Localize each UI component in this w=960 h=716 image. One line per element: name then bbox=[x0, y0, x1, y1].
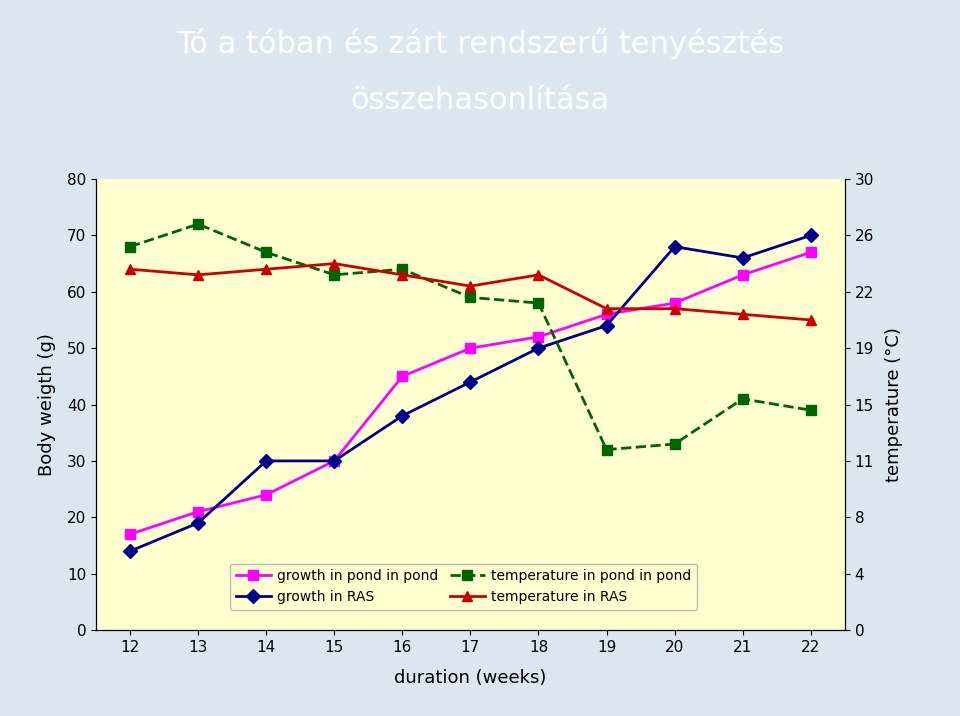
Y-axis label: Body weigth (g): Body weigth (g) bbox=[37, 333, 56, 476]
temperature in RAS bbox=[805, 316, 817, 324]
growth in RAS bbox=[124, 547, 135, 556]
Y-axis label: temperature (°C): temperature (°C) bbox=[885, 327, 903, 482]
growth in pond in pond bbox=[601, 310, 612, 319]
growth in pond in pond bbox=[533, 332, 544, 341]
growth in RAS bbox=[260, 457, 272, 465]
temperature in RAS bbox=[192, 271, 204, 279]
temperature in RAS bbox=[669, 304, 681, 313]
Text: Tó a tóban és zárt rendszerű tenyésztés: Tó a tóban és zárt rendszerű tenyésztés bbox=[176, 29, 784, 59]
temperature in RAS bbox=[396, 271, 408, 279]
Line: growth in RAS: growth in RAS bbox=[125, 231, 816, 556]
temperature in pond in pond bbox=[260, 248, 272, 256]
growth in pond in pond bbox=[260, 490, 272, 499]
growth in pond in pond bbox=[465, 344, 476, 352]
growth in RAS bbox=[669, 242, 681, 251]
Line: temperature in pond in pond: temperature in pond in pond bbox=[125, 219, 816, 455]
temperature in pond in pond bbox=[737, 395, 749, 403]
Line: temperature in RAS: temperature in RAS bbox=[125, 258, 816, 325]
temperature in pond in pond bbox=[396, 265, 408, 274]
temperature in pond in pond bbox=[192, 220, 204, 228]
X-axis label: duration (weeks): duration (weeks) bbox=[395, 669, 546, 687]
growth in pond in pond bbox=[124, 530, 135, 538]
growth in pond in pond bbox=[396, 372, 408, 381]
growth in pond in pond bbox=[669, 299, 681, 307]
growth in RAS bbox=[328, 457, 340, 465]
growth in pond in pond bbox=[328, 457, 340, 465]
Line: growth in pond in pond: growth in pond in pond bbox=[125, 248, 816, 539]
temperature in RAS bbox=[465, 282, 476, 291]
temperature in pond in pond bbox=[124, 242, 135, 251]
Legend: growth in pond in pond, growth in RAS, temperature in pond in pond, temperature : growth in pond in pond, growth in RAS, t… bbox=[230, 563, 697, 609]
temperature in RAS bbox=[737, 310, 749, 319]
temperature in pond in pond bbox=[805, 406, 817, 415]
growth in pond in pond bbox=[192, 508, 204, 516]
temperature in RAS bbox=[328, 259, 340, 268]
temperature in pond in pond bbox=[465, 293, 476, 301]
temperature in RAS bbox=[260, 265, 272, 274]
growth in RAS bbox=[737, 253, 749, 262]
growth in RAS bbox=[601, 321, 612, 330]
temperature in pond in pond bbox=[328, 271, 340, 279]
growth in pond in pond bbox=[805, 248, 817, 256]
growth in RAS bbox=[533, 344, 544, 352]
growth in RAS bbox=[396, 412, 408, 420]
Text: összehasonlítása: összehasonlítása bbox=[350, 86, 610, 115]
growth in pond in pond bbox=[737, 271, 749, 279]
temperature in RAS bbox=[533, 271, 544, 279]
temperature in pond in pond bbox=[669, 440, 681, 448]
temperature in RAS bbox=[124, 265, 135, 274]
temperature in pond in pond bbox=[601, 445, 612, 454]
temperature in pond in pond bbox=[533, 299, 544, 307]
temperature in RAS bbox=[601, 304, 612, 313]
growth in RAS bbox=[805, 231, 817, 240]
growth in RAS bbox=[192, 518, 204, 527]
growth in RAS bbox=[465, 378, 476, 387]
